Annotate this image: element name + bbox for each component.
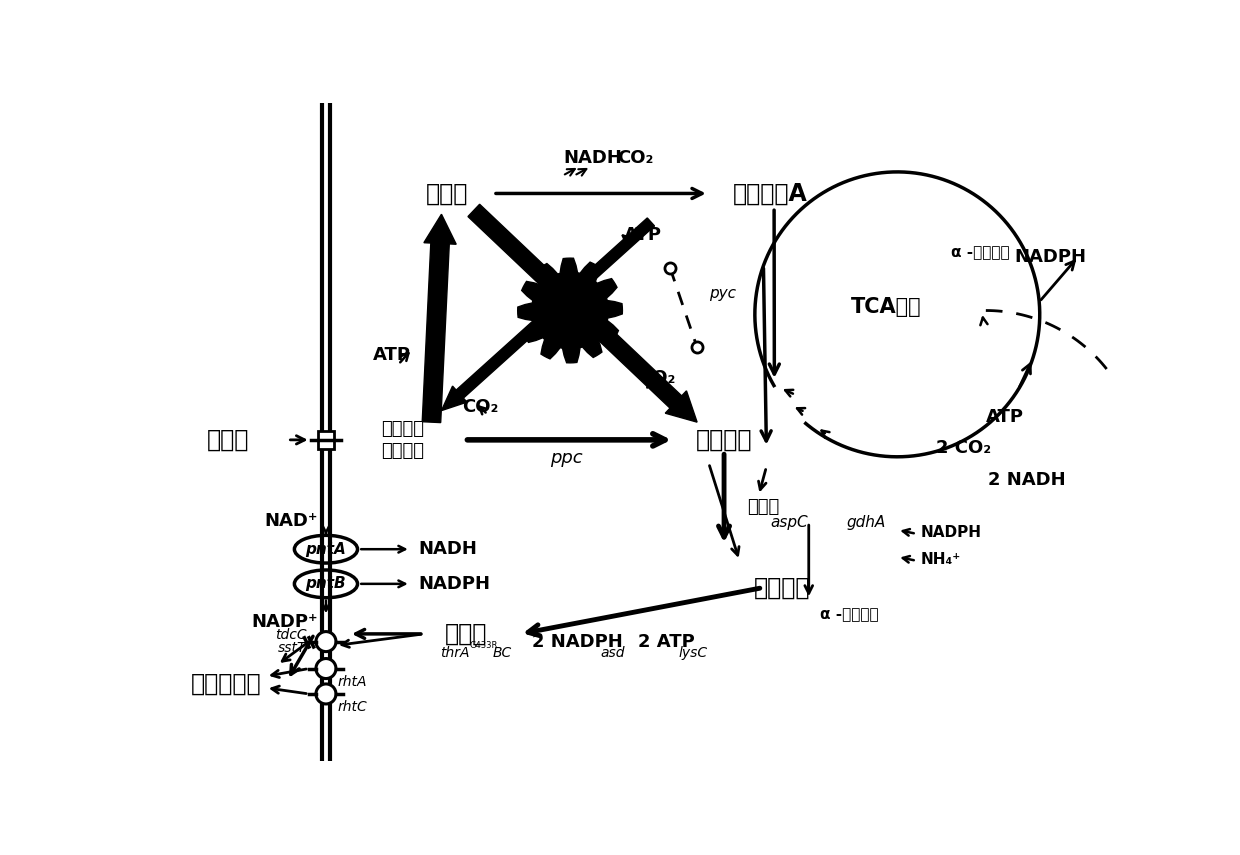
Text: NAD⁺: NAD⁺ bbox=[265, 511, 319, 530]
Text: G433R: G433R bbox=[469, 641, 497, 650]
Text: 2 NADPH: 2 NADPH bbox=[532, 633, 624, 651]
Text: 草酰乙酸: 草酰乙酸 bbox=[696, 428, 753, 451]
Text: NADPH: NADPH bbox=[920, 525, 981, 540]
Circle shape bbox=[316, 684, 336, 704]
Polygon shape bbox=[517, 258, 622, 363]
Bar bbox=[319, 431, 334, 449]
Text: ppc: ppc bbox=[549, 450, 583, 468]
Text: aspC: aspC bbox=[771, 515, 808, 530]
Text: asd: asd bbox=[600, 646, 625, 660]
Text: gdhA: gdhA bbox=[847, 515, 887, 530]
FancyArrow shape bbox=[467, 204, 697, 422]
Text: 胞外苏氨酸: 胞外苏氨酸 bbox=[191, 672, 262, 696]
Circle shape bbox=[316, 632, 336, 652]
Text: NADPH: NADPH bbox=[1014, 248, 1086, 266]
Text: NH₄⁺: NH₄⁺ bbox=[920, 551, 961, 567]
Text: ATP: ATP bbox=[986, 408, 1024, 426]
Text: lysC: lysC bbox=[678, 646, 708, 660]
Text: 丙酮酸: 丙酮酸 bbox=[425, 181, 467, 205]
Text: pntA: pntA bbox=[305, 542, 346, 557]
Text: BC: BC bbox=[494, 646, 512, 660]
Text: CO₂: CO₂ bbox=[639, 369, 676, 387]
Text: CO₂: CO₂ bbox=[618, 149, 653, 167]
FancyArrow shape bbox=[441, 218, 655, 410]
Text: tdcC: tdcC bbox=[275, 628, 306, 642]
Text: 葡萄糖: 葡萄糖 bbox=[207, 428, 249, 451]
FancyArrow shape bbox=[423, 215, 456, 422]
Circle shape bbox=[316, 658, 336, 679]
Text: rhtA: rhtA bbox=[337, 675, 367, 689]
Text: α -酮戊二酸: α -酮戊二酸 bbox=[821, 607, 879, 622]
Text: 2 CO₂: 2 CO₂ bbox=[936, 439, 991, 457]
Text: NADPH: NADPH bbox=[418, 575, 490, 593]
Text: 苏氨酸: 苏氨酸 bbox=[445, 622, 487, 646]
Text: NADH: NADH bbox=[418, 540, 477, 558]
Text: thrA: thrA bbox=[440, 646, 469, 660]
Text: CO₂: CO₂ bbox=[461, 398, 498, 416]
Text: rhtC: rhtC bbox=[337, 700, 367, 714]
Text: TCA循环: TCA循环 bbox=[851, 297, 921, 316]
Text: NADH: NADH bbox=[564, 149, 622, 167]
Text: 2 NADH: 2 NADH bbox=[988, 471, 1066, 489]
Text: pntB: pntB bbox=[305, 576, 346, 592]
Text: α -酮戊二酸: α -酮戊二酸 bbox=[951, 245, 1009, 260]
Text: ATP: ATP bbox=[624, 226, 662, 244]
Text: pyc: pyc bbox=[708, 286, 735, 301]
Text: 2 ATP: 2 ATP bbox=[637, 633, 694, 651]
Text: sstT: sstT bbox=[278, 640, 306, 655]
Text: 天冬氨酸: 天冬氨酸 bbox=[754, 575, 810, 599]
Text: NADP⁺: NADP⁺ bbox=[252, 613, 319, 631]
Text: 磷酸烯醇
式丙酮酸: 磷酸烯醇 式丙酮酸 bbox=[382, 420, 424, 460]
Text: 乙酰辅酶A: 乙酰辅酶A bbox=[733, 181, 807, 205]
Text: ATP: ATP bbox=[372, 346, 410, 364]
Text: 谷氨酸: 谷氨酸 bbox=[748, 498, 780, 516]
